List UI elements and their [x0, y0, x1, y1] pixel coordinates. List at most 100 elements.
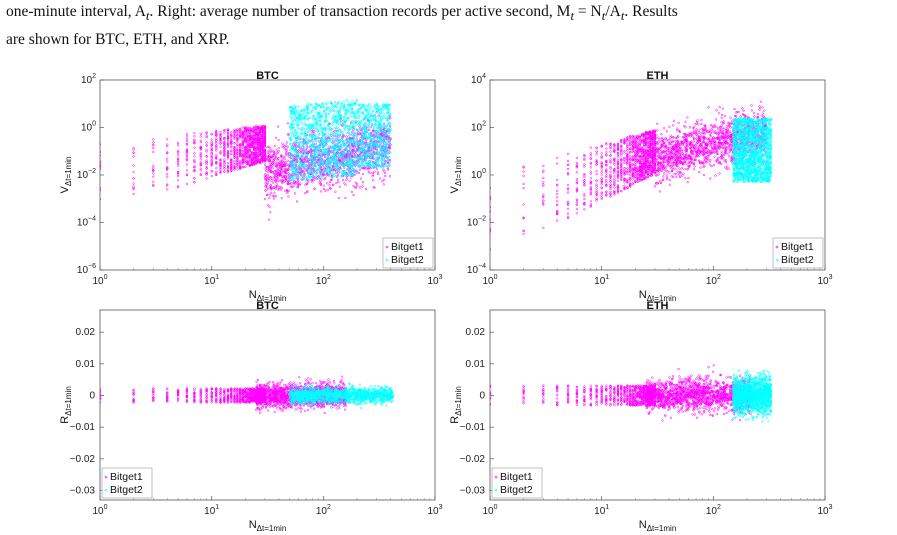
scatter-point [369, 106, 372, 110]
scatter-point [219, 133, 222, 136]
scatter-point [345, 173, 349, 177]
scatter-point [152, 146, 155, 150]
scatter-point [239, 149, 242, 152]
scatter-point [318, 112, 321, 115]
scatter-point [321, 162, 325, 166]
scatter-point [333, 100, 337, 104]
scatter-point [215, 173, 218, 177]
scatter-point [589, 185, 592, 189]
scatter-point [354, 127, 357, 130]
scatter-point [296, 175, 299, 178]
scatter-point [272, 159, 275, 162]
scatter-point [583, 153, 586, 157]
scatter-point [324, 169, 327, 172]
scatter-point [589, 154, 592, 157]
scatter-point [595, 179, 598, 182]
scatter-point [595, 153, 598, 156]
scatter-point [542, 199, 545, 202]
scatter-point [215, 146, 218, 149]
scatter-point [384, 108, 387, 111]
scatter-point [361, 181, 365, 184]
scatter-point [311, 170, 314, 174]
scatter-point [199, 139, 202, 142]
scatter-point [244, 148, 247, 152]
scatter-point [244, 165, 247, 169]
scatter-point [575, 166, 579, 169]
scatter-point [556, 178, 559, 182]
scatter-point [361, 128, 364, 131]
scatter-point [263, 174, 267, 178]
scatter-point [383, 171, 386, 175]
scatter-point [303, 117, 306, 120]
scatter-point [296, 116, 299, 119]
scatter-point [258, 149, 261, 152]
scatter-point [324, 116, 328, 119]
scatter-point [364, 110, 368, 113]
scatter-point [556, 184, 559, 187]
scatter-point [327, 124, 330, 128]
scatter-point [312, 132, 315, 136]
scatter-point [250, 143, 254, 146]
scatter-point [185, 137, 189, 140]
scatter-point [226, 166, 230, 169]
scatter-point [350, 156, 353, 159]
scatter-point [185, 149, 189, 152]
scatter-point [338, 139, 342, 142]
scatter-point [365, 155, 368, 158]
scatter-point [336, 139, 339, 143]
scatter-point [219, 133, 222, 137]
scatter-point [595, 159, 598, 162]
scatter-point [269, 176, 272, 179]
scatter-point [205, 148, 208, 152]
scatter-point [566, 191, 570, 194]
scatter-point [278, 173, 282, 177]
scatter-point [367, 144, 370, 148]
scatter-point [387, 111, 390, 114]
scatter-point [323, 120, 327, 123]
scatter-point [320, 115, 324, 118]
scatter-point [357, 111, 360, 114]
scatter-point [226, 171, 230, 174]
scatter-point [589, 203, 592, 206]
scatter-point [376, 172, 380, 176]
scatter-point [236, 165, 239, 169]
scatter-point [288, 155, 291, 158]
scatter-point [176, 151, 180, 154]
scatter-point [368, 165, 371, 168]
scatter-point [386, 168, 390, 171]
scatter-point [575, 156, 579, 160]
scatter-point [595, 163, 598, 166]
scatter-point [314, 175, 317, 178]
scatter-point [296, 179, 300, 182]
scatter-point [244, 127, 247, 131]
scatter-point [522, 170, 525, 173]
scatter-point [271, 177, 274, 181]
scatter-point [354, 186, 357, 189]
scatter-point [318, 173, 322, 176]
scatter-point [341, 150, 345, 153]
scatter-point [230, 142, 233, 145]
scatter-point [319, 153, 322, 156]
scatter-point [270, 179, 273, 182]
scatter-point [289, 160, 293, 163]
scatter-point [339, 108, 342, 111]
scatter-point [233, 134, 236, 138]
x-axis-label: NΔt=1min [639, 289, 677, 303]
scatter-point [364, 121, 367, 124]
scatter-point [293, 157, 296, 161]
scatter-point [333, 136, 336, 139]
scatter-point [230, 165, 233, 169]
scatter-point [264, 172, 267, 176]
scatter-point [381, 147, 384, 150]
scatter-point [219, 171, 222, 175]
scatter-point [340, 174, 344, 178]
scatter-point [296, 172, 299, 176]
scatter-point [356, 162, 359, 165]
scatter-point [236, 128, 239, 131]
scatter-point [324, 163, 327, 166]
scatter-point [291, 146, 294, 149]
scatter-point [268, 152, 271, 155]
scatter-point [371, 171, 375, 175]
scatter-point [278, 186, 281, 189]
scatter-point [277, 138, 280, 142]
